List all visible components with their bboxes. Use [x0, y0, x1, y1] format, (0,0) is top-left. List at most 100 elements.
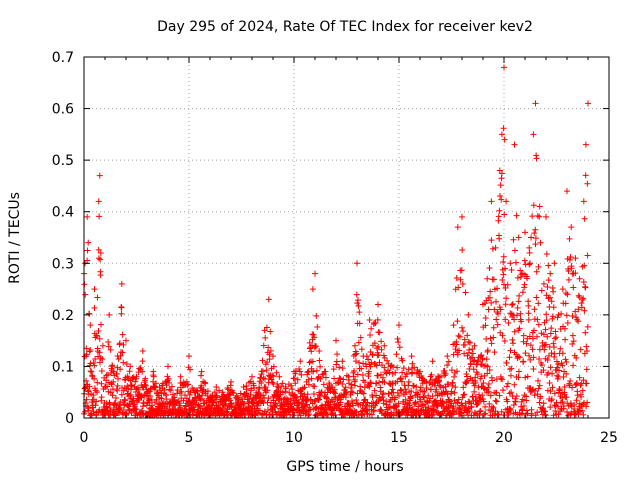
data-point-cloud — [543, 317, 550, 324]
data-point-cloud — [517, 310, 524, 317]
data-point-cloud — [118, 304, 125, 311]
data-point-cloud — [506, 390, 513, 397]
data-point-cloud — [386, 404, 393, 411]
data-point — [501, 64, 507, 71]
data-point-cloud — [262, 334, 269, 341]
data-point-cloud — [361, 379, 368, 386]
data-point — [177, 373, 184, 380]
data-point-cloud — [308, 348, 315, 355]
data-point-cloud — [533, 333, 540, 340]
data-point-cloud — [583, 347, 590, 354]
data-point-cloud — [511, 381, 518, 388]
data-point-cloud — [381, 379, 388, 386]
data-point-cloud — [548, 350, 555, 357]
data-point-cloud — [534, 409, 541, 416]
data-point-cloud — [343, 372, 350, 379]
data-point-cloud — [573, 314, 580, 321]
data-point-cloud — [487, 335, 494, 342]
data-point-cloud — [396, 344, 403, 351]
data-point-cloud — [184, 381, 191, 388]
data-point-cloud — [186, 391, 193, 398]
data-point-cloud — [371, 387, 378, 394]
data-point-cloud — [517, 273, 524, 280]
data-point-cloud — [407, 394, 414, 401]
data-point-cloud — [162, 401, 169, 408]
data-point-cloud — [196, 403, 203, 410]
data-point-cloud — [519, 396, 526, 403]
data-point-cloud — [573, 397, 580, 404]
data-point-cloud — [466, 339, 473, 346]
data-point-cloud — [532, 226, 539, 233]
data-point-cloud — [510, 340, 517, 347]
data-point-cloud — [523, 340, 530, 347]
data-point-cloud — [510, 401, 517, 408]
data-point-cloud — [385, 360, 392, 367]
data-point-cloud — [333, 358, 340, 365]
data-point-cloud — [267, 328, 274, 335]
data-point-cloud — [180, 397, 187, 404]
data-point-cloud — [170, 391, 177, 398]
data-point-cloud — [95, 246, 102, 253]
data-point-cloud — [549, 370, 556, 377]
data-point-cloud — [421, 388, 428, 395]
data-point-cloud — [83, 351, 90, 358]
data-point-cloud — [499, 332, 506, 339]
data-point — [127, 363, 134, 370]
data-point-cloud — [475, 399, 482, 406]
data-point-cloud — [356, 320, 363, 327]
x-tick-label: 25 — [600, 430, 618, 446]
data-point-cloud — [521, 257, 528, 264]
data-point-cloud — [453, 368, 460, 375]
data-point-cloud — [358, 365, 365, 372]
data-point-cloud — [532, 241, 539, 248]
data-point-cloud — [87, 346, 94, 353]
data-point-cloud — [481, 411, 488, 418]
data-point-cloud — [109, 363, 116, 370]
data-point-cloud — [558, 310, 565, 317]
data-point — [471, 342, 478, 349]
data-point-cloud — [544, 357, 551, 364]
data-point-cloud — [367, 380, 374, 387]
data-point-cloud — [107, 346, 114, 353]
data-point-cloud — [263, 367, 270, 374]
data-point-cloud — [562, 300, 569, 307]
y-tick-label: 0.1 — [52, 359, 74, 375]
data-point — [582, 141, 589, 148]
data-point-cloud — [330, 389, 337, 396]
data-point-cloud — [553, 334, 560, 341]
data-point-cloud — [570, 362, 577, 369]
data-point-cloud — [373, 392, 380, 399]
x-tick-label: 5 — [185, 430, 194, 446]
data-point-cloud — [567, 411, 574, 418]
data-point-cloud — [486, 264, 493, 271]
data-point-cloud — [142, 375, 149, 382]
data-point-cloud — [395, 339, 402, 346]
data-point-cloud — [543, 311, 550, 318]
data-point-cloud — [124, 373, 131, 380]
data-point-cloud — [113, 402, 120, 409]
data-point-cloud — [548, 396, 555, 403]
data-point-cloud — [509, 336, 516, 343]
data-point-cloud — [409, 360, 416, 367]
data-point-cloud — [278, 383, 285, 390]
data-point-cloud — [583, 343, 590, 350]
data-point-cloud — [576, 374, 583, 381]
data-point-cloud — [122, 397, 129, 404]
data-point-cloud — [502, 265, 509, 272]
data-point-cloud — [517, 267, 524, 274]
data-point-cloud — [105, 388, 112, 395]
data-point-cloud — [502, 301, 509, 308]
data-point-cloud — [526, 333, 533, 340]
data-point-cloud — [353, 397, 360, 404]
data-point-cloud — [530, 354, 537, 361]
data-point-cloud — [189, 411, 196, 418]
data-point-cloud — [545, 277, 552, 284]
data-point-cloud — [265, 395, 272, 402]
data-point-cloud — [549, 315, 556, 322]
data-point-cloud — [276, 394, 283, 401]
data-point-cloud — [516, 292, 523, 299]
data-point — [522, 229, 528, 236]
data-point-cloud — [546, 294, 553, 301]
data-point-cloud — [485, 384, 492, 391]
data-point-cloud — [485, 380, 492, 387]
